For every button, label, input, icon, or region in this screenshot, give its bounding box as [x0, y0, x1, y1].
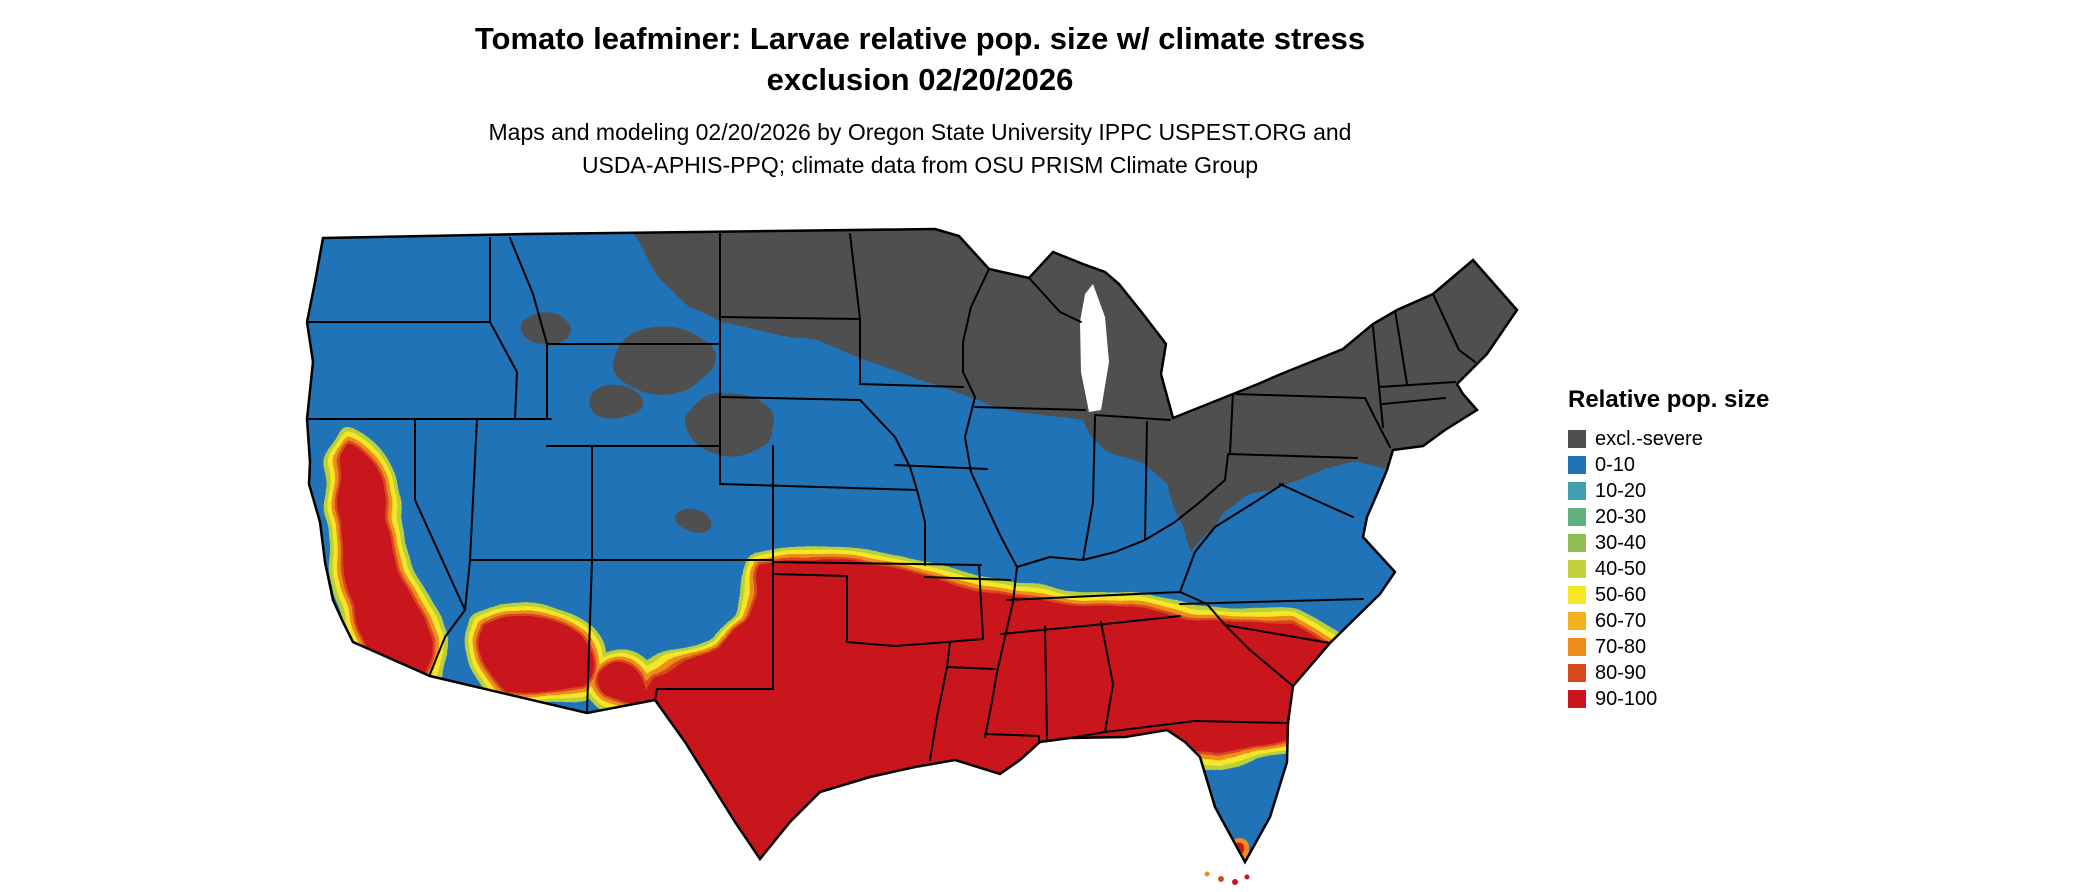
legend-item: 90-100	[1568, 686, 1828, 712]
map-title-line1: Tomato leafminer: Larvae relative pop. s…	[474, 21, 1366, 56]
legend-label: 0-10	[1595, 453, 1636, 476]
legend-label: 10-20	[1595, 479, 1647, 502]
legend-item: 80-90	[1568, 660, 1828, 686]
us-map	[305, 227, 1519, 885]
map-subtitle-line2: USDA-APHIS-PPQ; climate data from OSU PR…	[581, 152, 1259, 178]
legend-swatch-icon	[1568, 664, 1586, 682]
legend-label: 90-100	[1595, 687, 1658, 710]
legend-item: 20-30	[1568, 504, 1828, 530]
florida-keys-dots	[1204, 871, 1250, 885]
legend-label: excl.-severe	[1595, 427, 1703, 450]
header: Tomato leafminer: Larvae relative pop. s…	[0, 18, 1840, 182]
map-subtitle-line1: Maps and modeling 02/20/2026 by Oregon S…	[488, 119, 1352, 145]
legend-label: 80-90	[1595, 661, 1647, 684]
us-map-container	[295, 222, 1535, 892]
legend-item: 50-60	[1568, 582, 1828, 608]
map-title-line2: exclusion 02/20/2026	[766, 62, 1074, 97]
legend-item: 40-50	[1568, 556, 1828, 582]
legend-item: 10-20	[1568, 478, 1828, 504]
lake-michigan	[1080, 284, 1109, 412]
legend-swatch-icon	[1568, 508, 1586, 526]
map-subtitle: Maps and modeling 02/20/2026 by Oregon S…	[0, 116, 1840, 182]
excluded-rockies-patch	[687, 392, 775, 456]
legend-swatch-icon	[1568, 482, 1586, 500]
legend-title: Relative pop. size	[1568, 386, 1770, 413]
legend-label: 30-40	[1595, 531, 1647, 554]
excluded-rockies-patch	[591, 386, 643, 422]
legend-swatch-icon	[1568, 560, 1586, 578]
legend-label: 40-50	[1595, 557, 1647, 580]
legend-item: 30-40	[1568, 530, 1828, 556]
legend-label: 70-80	[1595, 635, 1647, 658]
legend-item: 0-10	[1568, 452, 1828, 478]
legend: Relative pop. size excl.-severe 0-10 10-…	[1568, 386, 1828, 712]
legend-item: 60-70	[1568, 608, 1828, 634]
excluded-rockies-patch	[611, 326, 715, 394]
legend-swatch-icon	[1568, 430, 1586, 448]
legend-label: 20-30	[1595, 505, 1647, 528]
legend-label: 60-70	[1595, 609, 1647, 632]
legend-item: 70-80	[1568, 634, 1828, 660]
state-borders	[307, 231, 1476, 761]
legend-item: excl.-severe	[1568, 426, 1828, 452]
legend-label: 50-60	[1595, 583, 1647, 606]
legend-swatch-icon	[1568, 586, 1586, 604]
legend-swatch-icon	[1568, 456, 1586, 474]
legend-swatch-icon	[1568, 612, 1586, 630]
legend-swatch-icon	[1568, 638, 1586, 656]
legend-swatch-icon	[1568, 690, 1586, 708]
legend-swatch-icon	[1568, 534, 1586, 552]
excluded-rockies-patch	[679, 511, 711, 533]
excluded-rockies-patch	[523, 314, 571, 346]
